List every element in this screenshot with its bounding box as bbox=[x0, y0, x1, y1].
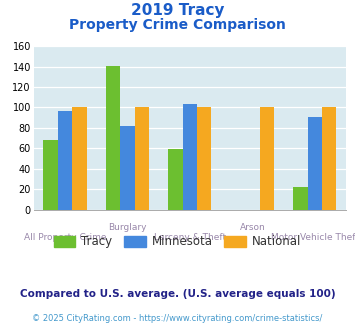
Text: Arson: Arson bbox=[240, 223, 265, 232]
Bar bbox=[293, 187, 308, 210]
Bar bbox=[43, 140, 58, 210]
Bar bbox=[72, 108, 87, 210]
Bar bbox=[308, 116, 322, 210]
Bar bbox=[120, 126, 135, 210]
Bar bbox=[260, 108, 274, 210]
Text: Property Crime Comparison: Property Crime Comparison bbox=[69, 18, 286, 32]
Text: © 2025 CityRating.com - https://www.cityrating.com/crime-statistics/: © 2025 CityRating.com - https://www.city… bbox=[32, 314, 323, 323]
Text: Motor Vehicle Theft: Motor Vehicle Theft bbox=[271, 233, 355, 242]
Bar bbox=[106, 66, 120, 210]
Bar bbox=[183, 104, 197, 210]
Legend: Tracy, Minnesota, National: Tracy, Minnesota, National bbox=[49, 231, 306, 253]
Text: 2019 Tracy: 2019 Tracy bbox=[131, 3, 224, 18]
Text: Compared to U.S. average. (U.S. average equals 100): Compared to U.S. average. (U.S. average … bbox=[20, 289, 335, 299]
Text: Burglary: Burglary bbox=[108, 223, 147, 232]
Text: Larceny & Theft: Larceny & Theft bbox=[154, 233, 226, 242]
Bar bbox=[197, 108, 212, 210]
Bar bbox=[58, 111, 72, 210]
Bar bbox=[168, 149, 183, 210]
Bar bbox=[322, 108, 337, 210]
Bar bbox=[135, 108, 149, 210]
Text: All Property Crime: All Property Crime bbox=[24, 233, 106, 242]
